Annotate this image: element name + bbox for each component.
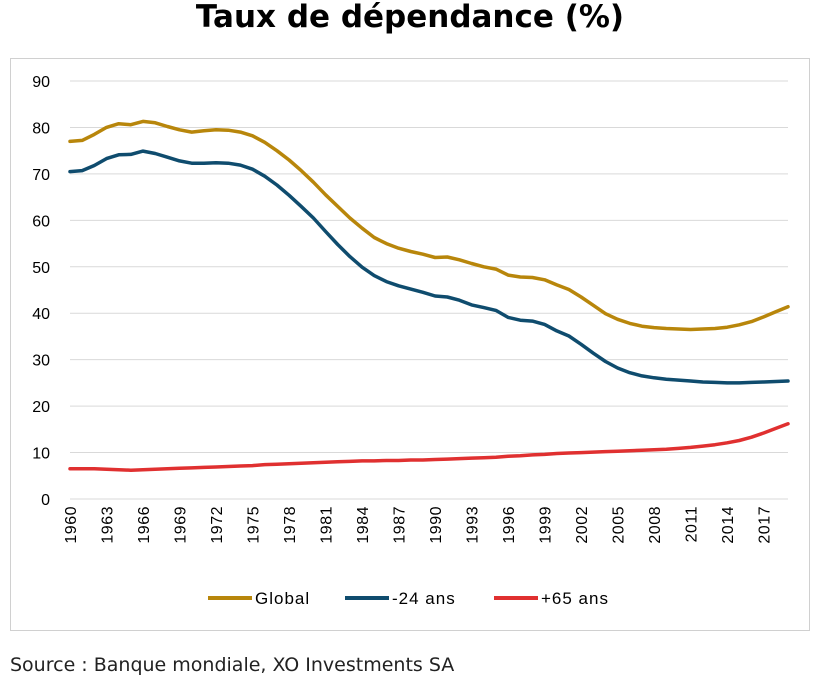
y-tick-label: 30	[32, 353, 50, 370]
x-tick-label: 1969	[173, 506, 190, 544]
x-tick-label: 1996	[501, 506, 518, 544]
y-tick-label: 80	[32, 120, 50, 137]
x-tick-label: 1993	[465, 506, 482, 544]
x-tick-label: 1999	[538, 506, 555, 544]
y-tick-label: 0	[41, 492, 50, 509]
x-tick-label: 2011	[684, 506, 701, 542]
x-tick-label: 1984	[355, 506, 372, 544]
y-tick-label: 90	[32, 74, 50, 91]
x-tick-label: 2014	[720, 506, 737, 544]
chart-frame	[10, 58, 810, 631]
x-tick-label: 1987	[392, 506, 409, 544]
line-chart: 0 10 20 30 40 50 60 70 80 90 1960 1963 1966 1969 1972 1…	[32, 74, 790, 608]
x-tick-label: 1975	[246, 506, 263, 544]
y-tick-label: 20	[32, 399, 50, 416]
series-line	[68, 119, 790, 332]
x-tick-label: 2008	[647, 506, 664, 544]
y-tick-label: 50	[32, 260, 50, 277]
y-tick-label: 60	[32, 213, 50, 230]
legend-label: Global	[255, 589, 310, 608]
x-tick-label: 1960	[63, 506, 80, 544]
y-tick-label: 10	[32, 446, 50, 463]
x-tick-label: 1963	[100, 506, 117, 544]
x-tick-label: 2017	[757, 506, 774, 544]
y-tick-label: 40	[32, 306, 50, 323]
x-tick-label: 1972	[209, 506, 226, 544]
source-note: Source : Banque mondiale, XO Investments…	[10, 654, 455, 676]
x-tick-label: 1981	[319, 506, 336, 544]
legend-label: +65 ans	[541, 589, 609, 608]
x-tick-label: 1990	[428, 506, 445, 544]
x-tick-label: 1978	[282, 506, 299, 544]
legend-label: -24 ans	[392, 589, 456, 608]
x-tick-label: 2002	[574, 506, 591, 544]
series-line	[68, 149, 790, 385]
x-tick-label: 2005	[611, 506, 628, 544]
x-tick-label: 1966	[136, 506, 153, 544]
chart-title: Taux de dépendance (%)	[195, 0, 625, 35]
y-tick-label: 70	[32, 167, 50, 184]
series-line	[68, 422, 790, 472]
